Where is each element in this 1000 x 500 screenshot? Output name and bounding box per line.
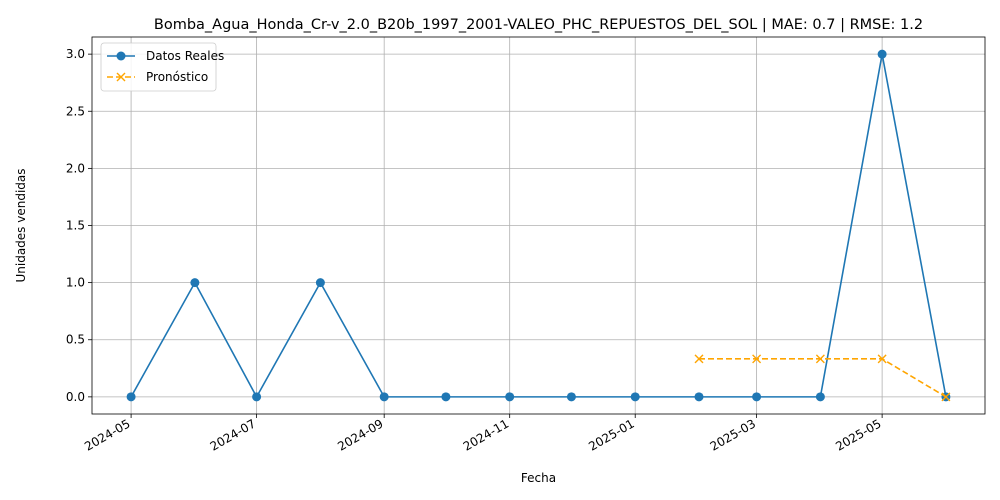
data-point (252, 392, 262, 402)
y-tick-label: 2.0 (66, 161, 85, 175)
data-point (379, 392, 389, 402)
plot-series (126, 49, 951, 402)
legend: Datos Reales Pronóstico (100, 42, 224, 92)
series-line-0 (130, 53, 947, 399)
data-point (190, 278, 200, 288)
data-point (815, 392, 825, 402)
data-point (630, 392, 640, 402)
legend-label: Datos Reales (146, 49, 224, 63)
x-tick-label: 2025-05 (833, 416, 883, 453)
legend-swatch-marker (116, 51, 126, 61)
x-axis-label: Fecha (521, 471, 556, 485)
y-tick-label: 1.0 (66, 276, 85, 290)
chart-title: Bomba_Agua_Honda_Cr-v_2.0_B20b_1997_2001… (154, 17, 923, 33)
y-tick-label: 0.0 (66, 390, 85, 404)
marker-stroke (752, 354, 762, 364)
x-tick-label: 2024-09 (335, 416, 385, 453)
data-point (505, 392, 515, 402)
data-point (694, 354, 704, 364)
legend-label: Pronóstico (146, 70, 208, 84)
x-tick-label: 2024-11 (461, 416, 511, 453)
y-axis: 0.0 0.5 1.0 1.5 2.0 2.5 3.0 (66, 47, 92, 404)
data-point (752, 392, 762, 402)
y-tick-label: 0.5 (66, 333, 85, 347)
x-tick-label: 2024-07 (208, 416, 258, 453)
legend-box (100, 42, 217, 92)
y-tick-label: 1.5 (66, 219, 85, 233)
marker-stroke (941, 392, 951, 402)
data-point (941, 392, 951, 402)
y-tick-label: 2.5 (66, 104, 85, 118)
marker-stroke (877, 354, 887, 364)
grid-lines (92, 37, 985, 414)
series-line-1 (698, 358, 947, 398)
data-point (752, 354, 762, 364)
y-axis-label: Unidades vendidas (14, 168, 28, 282)
data-point (815, 354, 825, 364)
data-point (315, 278, 325, 288)
data-point (441, 392, 451, 402)
y-tick-label: 3.0 (66, 47, 85, 61)
x-tick-label: 2024-05 (82, 416, 132, 453)
marker-stroke (116, 72, 126, 82)
legend-swatch-marker (116, 72, 126, 82)
data-point (877, 49, 887, 59)
data-point (126, 392, 136, 402)
data-point (566, 392, 576, 402)
x-tick-label: 2025-03 (708, 416, 758, 453)
marker-stroke (694, 354, 704, 364)
x-axis: 2024-05 2024-07 2024-09 2024-11 2025-01 2025-… (82, 414, 884, 454)
marker-stroke (815, 354, 825, 364)
data-point (877, 354, 887, 364)
x-tick-label: 2025-01 (586, 416, 636, 453)
data-point (694, 392, 704, 402)
